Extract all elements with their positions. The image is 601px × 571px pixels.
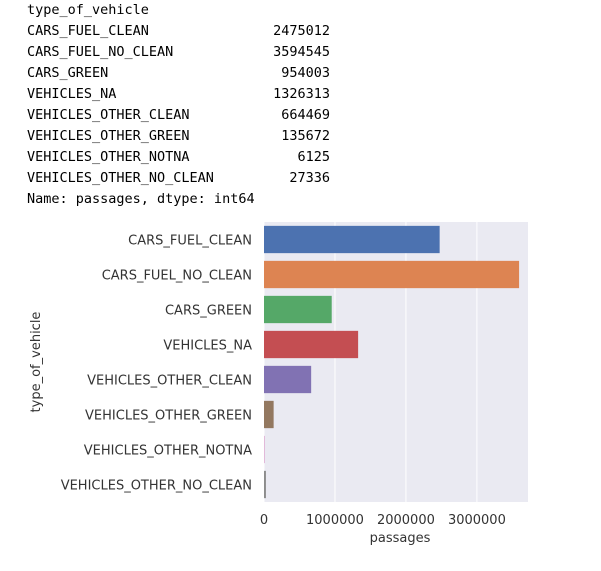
output-row: CARS_FUEL_NO_CLEAN 3594545: [27, 42, 330, 63]
x-tick-labels: 0 1000000 2000000 3000000: [260, 513, 506, 528]
bar: [264, 435, 265, 464]
x-tick-label: 2000000: [377, 513, 435, 528]
output-header: type_of_vehicle: [27, 2, 149, 18]
output-row: CARS_FUEL_CLEAN 2475012: [27, 21, 330, 42]
bar: [264, 330, 359, 359]
output-row: VEHICLES_OTHER_GREEN 135672: [27, 126, 330, 147]
bar: [264, 365, 312, 394]
y-axis-label: type_of_vehicle: [29, 312, 44, 413]
y-tick-label: VEHICLES_OTHER_CLEAN: [87, 374, 252, 389]
y-tick-label: VEHICLES_OTHER_GREEN: [85, 409, 252, 424]
bar: [264, 400, 274, 429]
bar: [264, 225, 440, 254]
output-row-value: 27336: [289, 170, 330, 186]
y-tick-label: VEHICLES_OTHER_NOTNA: [84, 444, 252, 459]
output-row-key: VEHICLES_OTHER_CLEAN: [27, 107, 190, 123]
x-tick-label: 3000000: [448, 513, 506, 528]
output-row: VEHICLES_OTHER_NO_CLEAN 27336: [27, 168, 330, 189]
y-tick-label: VEHICLES_NA: [163, 339, 252, 354]
output-row: CARS_GREEN 954003: [27, 63, 330, 84]
output-row-key: CARS_FUEL_CLEAN: [27, 23, 149, 39]
output-row-value: 954003: [281, 65, 330, 81]
output-row-key: VEHICLES_NA: [27, 86, 117, 102]
x-axis-label: passages: [370, 531, 431, 546]
output-row-key: CARS_GREEN: [27, 65, 109, 81]
output-row-value: 1326313: [273, 86, 330, 102]
x-tick-label: 1000000: [306, 513, 364, 528]
output-row-key: VEHICLES_OTHER_NOTNA: [27, 149, 190, 165]
series-output: type_of_vehicle CARS_FUEL_CLEAN 2475012 CA…: [27, 0, 330, 210]
output-row-key: VEHICLES_OTHER_GREEN: [27, 128, 190, 144]
output-row-value: 6125: [297, 149, 330, 165]
output-footer: Name: passages, dtype: int64: [27, 191, 255, 207]
x-tick-label: 0: [260, 513, 268, 528]
y-tick-labels: CARS_FUEL_CLEAN CARS_FUEL_NO_CLEAN CARS_GR…: [61, 234, 252, 494]
bars: [264, 225, 520, 499]
output-row: VEHICLES_NA 1326313: [27, 84, 330, 105]
output-row: VEHICLES_OTHER_NOTNA 6125: [27, 147, 330, 168]
y-tick-label: VEHICLES_OTHER_NO_CLEAN: [61, 479, 252, 494]
y-tick-label: CARS_GREEN: [165, 304, 252, 319]
output-row-value: 664469: [281, 107, 330, 123]
output-row-value: 3594545: [273, 44, 330, 60]
bar: [264, 260, 520, 289]
bar: [264, 470, 266, 499]
output-rows: CARS_FUEL_CLEAN 2475012 CARS_FUEL_NO_CLEAN…: [27, 21, 330, 189]
y-tick-label: CARS_FUEL_NO_CLEAN: [102, 269, 252, 284]
output-row-value: 2475012: [273, 23, 330, 39]
output-row: VEHICLES_OTHER_CLEAN 664469: [27, 105, 330, 126]
bar: [264, 295, 332, 324]
output-row-value: 135672: [281, 128, 330, 144]
output-row-key: CARS_FUEL_NO_CLEAN: [27, 44, 174, 60]
output-row-key: VEHICLES_OTHER_NO_CLEAN: [27, 170, 214, 186]
y-tick-label: CARS_FUEL_CLEAN: [128, 234, 252, 249]
